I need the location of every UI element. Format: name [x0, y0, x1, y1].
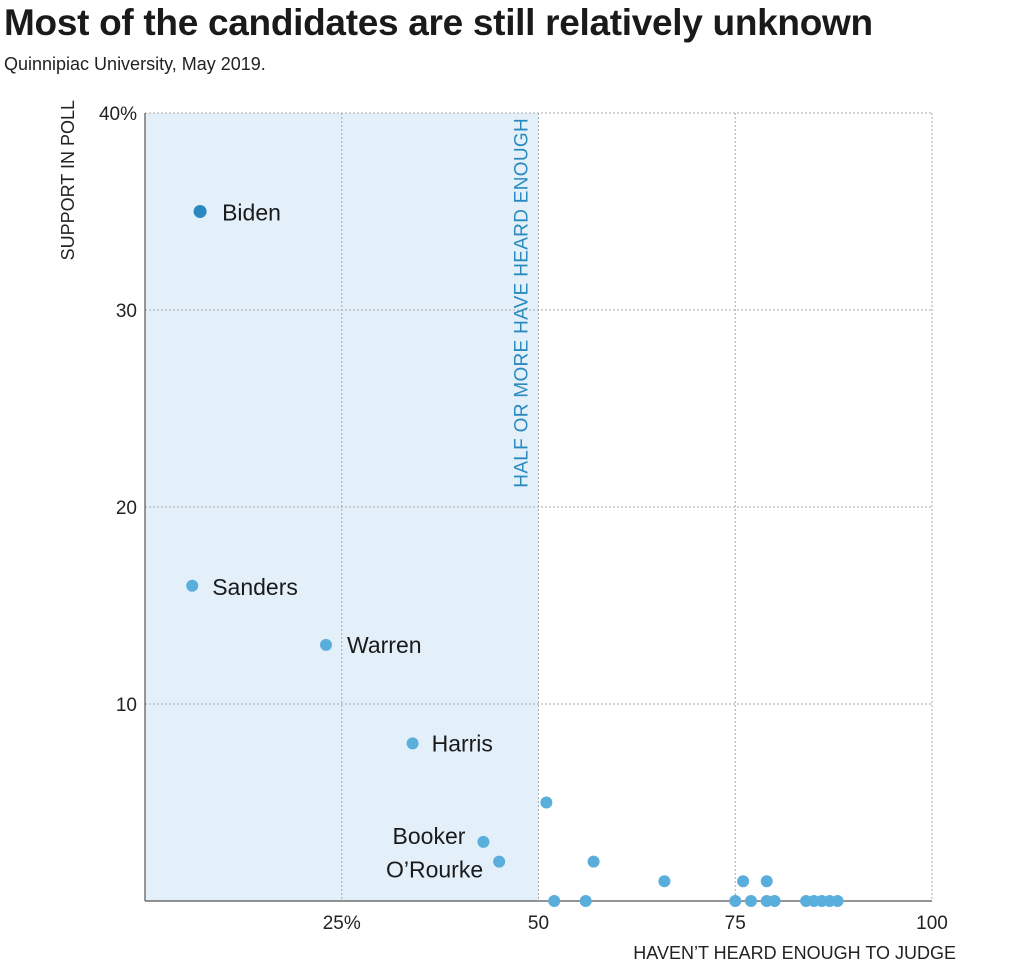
- point-label: Booker: [393, 823, 466, 849]
- data-point: [548, 895, 561, 907]
- x-axis-title: HAVEN’T HEARD ENOUGH TO JUDGE: [633, 943, 956, 963]
- x-tick-label: 50: [528, 913, 549, 934]
- x-tick-label: 100: [916, 913, 948, 934]
- point-label: O’Rourke: [386, 857, 483, 883]
- chart-title: Most of the candidates are still relativ…: [4, 2, 873, 43]
- data-point: [540, 796, 553, 809]
- y-tick-label: 30: [116, 301, 137, 322]
- region-label: HALF OR MORE HAVE HEARD ENOUGH: [512, 118, 533, 488]
- data-point: [587, 855, 600, 868]
- point-label: Harris: [432, 730, 493, 756]
- data-point: [477, 835, 490, 848]
- point-label: Warren: [347, 632, 422, 658]
- data-point: [737, 875, 750, 888]
- point-label: Biden: [222, 200, 281, 226]
- data-point: [320, 638, 333, 651]
- data-point: [768, 895, 781, 907]
- data-point: [493, 855, 506, 868]
- data-point: [186, 579, 199, 592]
- y-axis-title: SUPPORT IN POLL: [58, 100, 78, 260]
- data-point: [658, 875, 671, 888]
- y-tick-label: 20: [116, 498, 137, 519]
- data-point: [193, 205, 207, 218]
- data-point: [579, 895, 592, 907]
- data-point: [831, 895, 844, 907]
- data-point: [729, 895, 742, 907]
- chart-subtitle: Quinnipiac University, May 2019.: [4, 54, 266, 74]
- y-tick-label: 40%: [99, 104, 137, 125]
- data-point: [744, 895, 757, 907]
- data-point: [760, 875, 773, 888]
- x-tick-label: 75: [725, 913, 746, 934]
- x-tick-label: 25%: [323, 913, 361, 934]
- y-tick-label: 10: [116, 695, 137, 716]
- point-label: Sanders: [212, 574, 298, 600]
- data-point: [406, 737, 419, 750]
